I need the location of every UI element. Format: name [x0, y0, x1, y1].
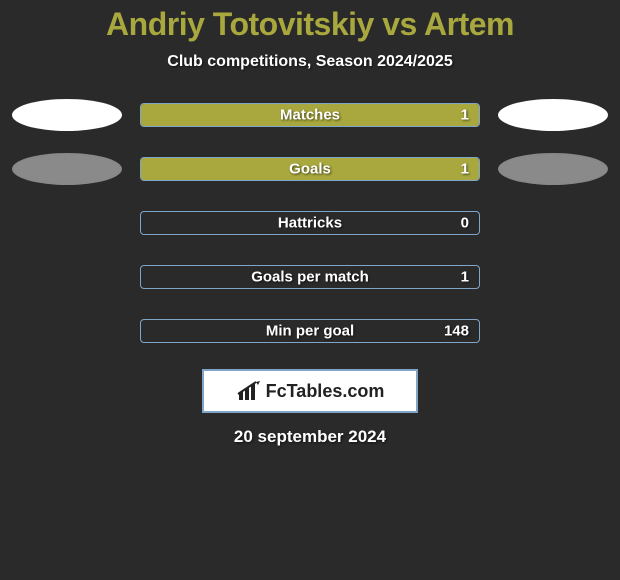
brand-label: FcTables.com [266, 381, 385, 402]
stat-bar: Goals1 [140, 157, 480, 181]
stat-value: 0 [461, 215, 469, 232]
stat-value: 1 [461, 269, 469, 286]
ellipse-spacer [498, 261, 608, 293]
right-ellipse [498, 99, 608, 131]
stat-row: Min per goal148 [0, 315, 620, 347]
stat-row: Hattricks0 [0, 207, 620, 239]
stat-bar: Hattricks0 [140, 211, 480, 235]
stat-label: Hattricks [141, 215, 479, 232]
page-title: Andriy Totovitskiy vs Artem [0, 6, 620, 43]
stat-bar: Min per goal148 [140, 319, 480, 343]
stat-row: Goals per match1 [0, 261, 620, 293]
stat-value: 148 [444, 323, 469, 340]
left-ellipse [12, 153, 122, 185]
brand-box: FcTables.com [202, 369, 418, 413]
stat-label: Goals per match [141, 269, 479, 286]
stat-row: Goals1 [0, 153, 620, 185]
right-ellipse [498, 153, 608, 185]
stat-bar-fill [141, 158, 479, 180]
ellipse-spacer [498, 315, 608, 347]
stat-label: Min per goal [141, 323, 479, 340]
stat-bar: Goals per match1 [140, 265, 480, 289]
brand-chart-icon [236, 380, 262, 402]
ellipse-spacer [498, 207, 608, 239]
left-ellipse [12, 99, 122, 131]
comparison-card: Andriy Totovitskiy vs Artem Club competi… [0, 0, 620, 447]
page-subtitle: Club competitions, Season 2024/2025 [0, 53, 620, 71]
footer-date: 20 september 2024 [0, 427, 620, 447]
stat-row: Matches1 [0, 99, 620, 131]
ellipse-spacer [12, 261, 122, 293]
stat-rows: Matches1Goals1Hattricks0Goals per match1… [0, 99, 620, 347]
ellipse-spacer [12, 207, 122, 239]
stat-bar-fill [141, 104, 479, 126]
stat-bar: Matches1 [140, 103, 480, 127]
ellipse-spacer [12, 315, 122, 347]
